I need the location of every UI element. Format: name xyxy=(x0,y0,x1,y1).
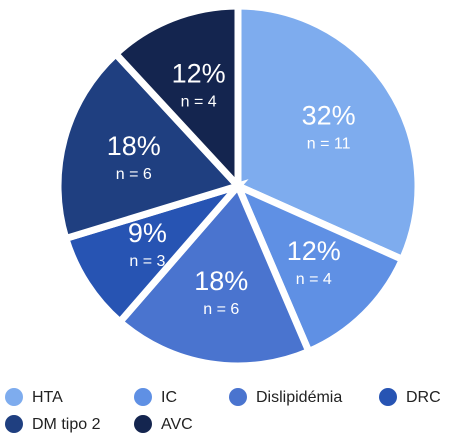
legend-swatch xyxy=(5,415,23,433)
legend-label: AVC xyxy=(161,416,193,433)
slice-count: n = 6 xyxy=(203,301,239,318)
slice-count: n = 4 xyxy=(296,271,332,288)
slice-percent: 18% xyxy=(107,131,161,161)
slice-percent: 12% xyxy=(287,236,341,266)
pie-slice xyxy=(114,179,314,370)
legend-label: IC xyxy=(161,389,177,406)
legend-swatch xyxy=(134,415,152,433)
legend-swatch xyxy=(379,388,397,406)
legend-swatch xyxy=(134,388,152,406)
slice-percent: 9% xyxy=(128,218,167,248)
slice-count: n = 3 xyxy=(129,253,165,270)
legend-label: Dislipidémia xyxy=(256,389,342,406)
slice-count: n = 6 xyxy=(116,166,152,183)
slice-percent: 32% xyxy=(302,100,356,130)
slice-percent: 12% xyxy=(172,59,226,89)
slice-percent: 18% xyxy=(194,266,248,296)
pie-slice xyxy=(54,48,245,243)
pie-slice xyxy=(231,179,407,357)
legend-label: DRC xyxy=(406,389,441,406)
legend-swatch xyxy=(5,388,23,406)
slice-count: n = 4 xyxy=(181,94,217,111)
legend-label: HTA xyxy=(32,389,63,406)
slice-count: n = 11 xyxy=(307,135,351,152)
pie-slice xyxy=(234,2,422,265)
pie-slice xyxy=(110,2,242,195)
legend-swatch xyxy=(229,388,247,406)
legend-label: DM tipo 2 xyxy=(32,416,101,433)
